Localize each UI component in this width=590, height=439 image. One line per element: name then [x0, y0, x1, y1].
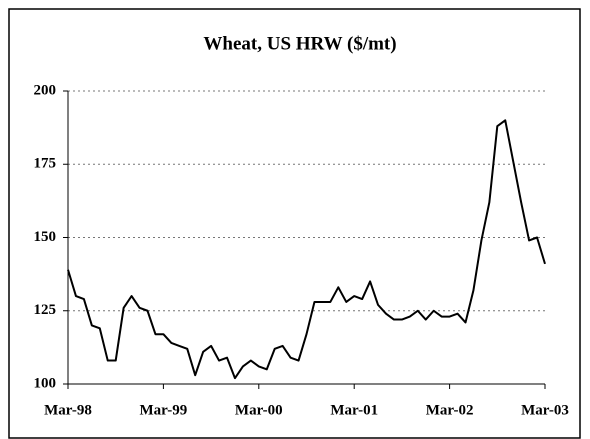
x-tick-label: Mar-98 [44, 402, 92, 418]
y-tick-label: 100 [34, 375, 57, 391]
y-tick-label: 175 [34, 156, 57, 172]
x-tick-label: Mar-03 [521, 402, 569, 418]
x-tick-label: Mar-01 [330, 402, 378, 418]
y-tick-label: 125 [34, 302, 57, 318]
line-series [67, 119, 546, 380]
x-tick-label: Mar-00 [235, 402, 283, 418]
x-tick-label: Mar-02 [426, 402, 474, 418]
chart-frame [8, 8, 581, 439]
chart-title: Wheat, US HRW ($/mt) [203, 33, 396, 54]
x-tick-label: Mar-99 [140, 402, 188, 418]
y-tick-label: 200 [34, 82, 57, 98]
y-tick-label: 150 [34, 229, 57, 245]
